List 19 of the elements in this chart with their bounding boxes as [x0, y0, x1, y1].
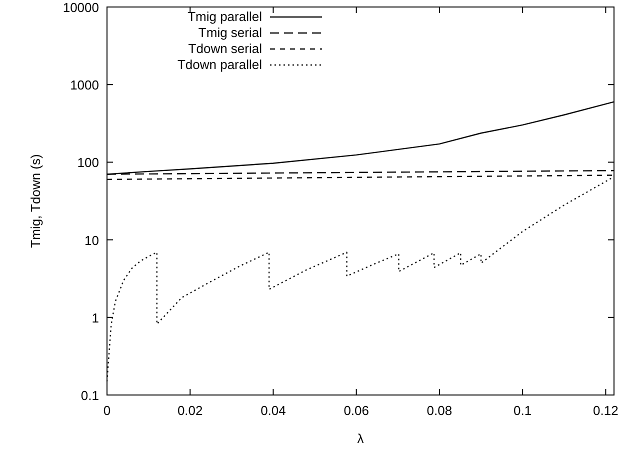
y-tick-label: 10000: [62, 0, 99, 15]
y-tick-label: 100: [77, 155, 99, 170]
legend-label: Tmig parallel: [188, 9, 262, 24]
x-tick-label: 0.12: [593, 403, 618, 418]
y-tick-label: 1: [92, 310, 99, 326]
x-tick-label: 0.06: [344, 403, 369, 418]
legend-label: Tdown serial: [188, 41, 262, 56]
x-tick-label: 0.04: [260, 403, 286, 418]
y-axis-title: Tmig, Tdown (s): [28, 154, 43, 248]
legend-label: Tmig serial: [198, 25, 262, 40]
y-tick-label: 1000: [70, 78, 99, 93]
legend-label: Tdown parallel: [177, 57, 262, 72]
y-tick-label: 0.1: [80, 388, 99, 403]
x-axis-title: λ: [357, 431, 364, 446]
y-tick-label: 10: [84, 232, 99, 248]
x-tick-label: 0.02: [177, 403, 203, 418]
x-tick-label: 0.08: [426, 403, 452, 418]
x-tick-label: 0: [103, 403, 111, 418]
x-tick-label: 0.1: [514, 403, 532, 418]
